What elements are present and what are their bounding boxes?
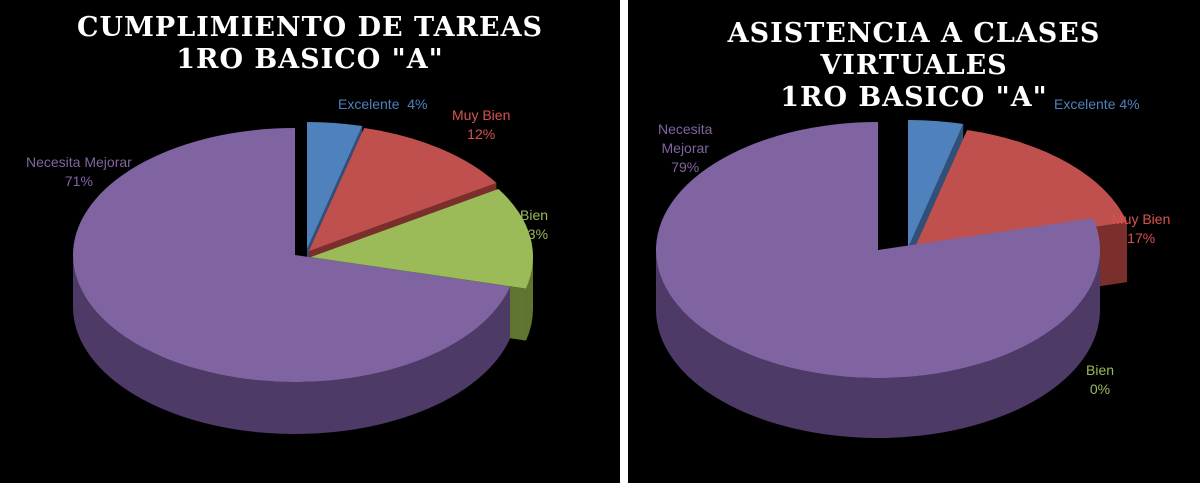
slice-name: Bien (1086, 362, 1115, 378)
data-label-bien: Bien 0% (1086, 361, 1114, 399)
slice-percent: 4% (407, 96, 428, 112)
slice-bien (311, 188, 533, 289)
slice-name: Excelente (338, 96, 400, 112)
chart-title-line-1: CUMPLIMIENTO DE TAREAS (76, 12, 544, 43)
chart-title-line-1: ASISTENCIA A CLASES (727, 18, 1101, 49)
slice-name: Necesita (658, 121, 713, 137)
chart-title-line-2: VIRTUALES (820, 50, 1008, 81)
chart-title: ASISTENCIA A CLASES VIRTUALES 1RO BASICO… (628, 18, 1200, 114)
data-label-muy-bien: Muy Bien 12% (452, 106, 510, 144)
chart-panel-asistencia: ASISTENCIA A CLASES VIRTUALES 1RO BASICO… (628, 0, 1200, 483)
data-label-necesita-mejorar: Necesita Mejorar 71% (26, 153, 132, 191)
slice-percent: 17% (1127, 230, 1156, 246)
chart-title-line-3: 1RO BASICO "A" (780, 82, 1048, 113)
slice-name-2: Mejorar (661, 140, 709, 156)
slice-side-necesita-mejorar (73, 255, 511, 435)
slice-side-bien (526, 257, 533, 341)
slice-necesita-mejorar (656, 122, 1100, 378)
slice-percent: 13% (520, 226, 549, 242)
data-label-bien: Bien 13% (520, 206, 548, 244)
slice-percent: 4% (1119, 96, 1140, 112)
data-label-excelente: Excelente 4% (338, 95, 428, 114)
slice-excelente (908, 120, 964, 248)
slice-name: Bien (520, 207, 549, 223)
chart-title: CUMPLIMIENTO DE TAREAS 1RO BASICO "A" (0, 12, 620, 76)
data-label-excelente: Excelente 4% (1054, 95, 1140, 114)
slice-percent: 79% (671, 159, 700, 175)
slice-percent: 12% (467, 126, 496, 142)
data-label-necesita-mejorar: Necesita Mejorar 79% (658, 120, 712, 177)
pie-chart-tareas (72, 122, 533, 435)
slice-name: Necesita Mejorar (26, 154, 132, 170)
slice-muy-bien (309, 127, 497, 251)
slice-necesita-mejorar (72, 128, 511, 382)
chart-title-line-2: 1RO BASICO "A" (176, 44, 444, 75)
slice-percent: 0% (1089, 381, 1111, 397)
slice-side-necesita-mejorar (656, 250, 1100, 438)
slice-name: Muy Bien (1112, 211, 1171, 227)
chart-panel-tareas: CUMPLIMIENTO DE TAREAS 1RO BASICO "A" Ex… (0, 0, 620, 483)
slice-percent: 71% (64, 173, 93, 189)
slice-name: Excelente (1054, 96, 1116, 112)
pie-chart-asistencia (656, 120, 1128, 438)
data-label-muy-bien: Muy Bien 17% (1112, 210, 1170, 248)
slice-excelente (307, 122, 363, 249)
slice-name: Muy Bien (452, 107, 511, 123)
